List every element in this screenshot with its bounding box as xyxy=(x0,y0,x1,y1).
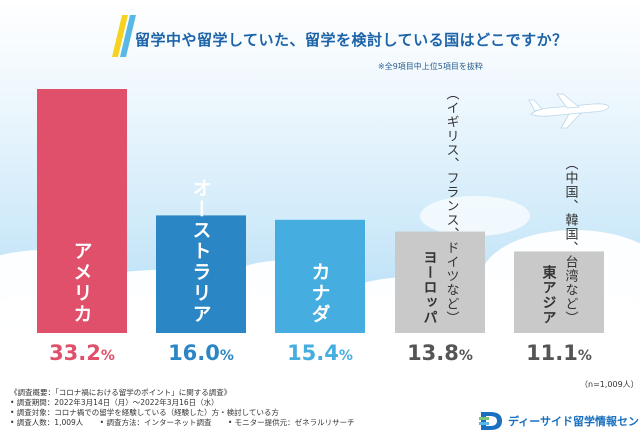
value-number: 16.0 xyxy=(168,341,220,365)
bar-1 xyxy=(156,215,246,333)
survey-summary: 《調査概要：「コロナ禍における留学のポイント」に関する調査》 xyxy=(10,388,232,397)
category-label: ヨーロッパ xyxy=(421,250,438,325)
category-label: アメリカ xyxy=(70,241,93,325)
value-unit: % xyxy=(338,348,353,364)
value-number: 11.1 xyxy=(526,341,578,365)
brand-logo: ディーサイド留学情報センター xyxy=(478,410,640,432)
category-label: 東アジア xyxy=(540,265,557,325)
value-label: 15.4% xyxy=(275,341,365,365)
slash-yellow xyxy=(112,15,128,57)
value-label: 33.2% xyxy=(37,341,127,365)
slash-blue xyxy=(120,15,136,57)
survey-provider: • モニター提供元：ゼネラルリサーチ xyxy=(227,418,355,427)
brand-name: ディーサイド留学情報センター xyxy=(508,415,640,428)
value-number: 33.2 xyxy=(49,341,101,365)
value-number: 13.8 xyxy=(407,341,459,365)
survey-target: • 調査対象：コロナ禍での留学を経験している（経験した）方・検討している方 xyxy=(10,408,279,417)
chart-title: 留学中や留学していた、留学を検討している国はどこですか？ xyxy=(135,31,568,49)
bar-2 xyxy=(275,219,365,333)
category-note: （中国、韓国、台湾など） xyxy=(562,157,578,325)
bar-4 xyxy=(514,251,604,333)
survey-period: • 調査期間：2022年3月14日（月）～2022年3月16日（水） xyxy=(10,398,219,407)
category-label: カナダ xyxy=(308,262,331,325)
survey-method: • 調査方法：インターネット調査 xyxy=(99,418,212,427)
category-note: （イギリス、フランス、ドイツなど） xyxy=(443,87,459,325)
airplane-icon xyxy=(528,93,610,129)
survey-count: • 調査人数：1,009人 xyxy=(10,418,84,427)
cloud xyxy=(420,196,530,236)
value-number: 15.4 xyxy=(287,341,339,365)
value-label: 11.1% xyxy=(514,341,604,365)
value-label: 13.8% xyxy=(395,341,485,365)
value-unit: % xyxy=(577,348,592,364)
bar-3 xyxy=(395,231,485,333)
category-label: オーストラリア xyxy=(189,178,212,325)
selection-note: ※全9項目中上位5項目を抜粋 xyxy=(378,62,483,71)
bar-0 xyxy=(37,89,127,333)
value-unit: % xyxy=(458,348,473,364)
value-unit: % xyxy=(219,348,234,364)
value-unit: % xyxy=(100,348,115,364)
survey-footer: 《調査概要：「コロナ禍における留学のポイント」に関する調査》 • 調査期間：20… xyxy=(10,388,369,428)
sample-size: （n=1,009人） xyxy=(580,380,639,389)
value-label: 16.0% xyxy=(156,341,246,365)
dside-logo-icon xyxy=(479,412,502,430)
title-slash-icon xyxy=(112,15,136,57)
